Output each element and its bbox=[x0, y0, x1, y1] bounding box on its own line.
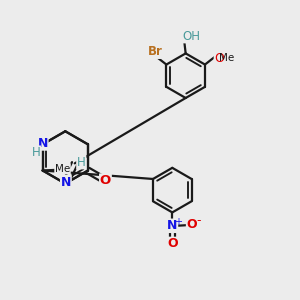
Text: Me: Me bbox=[219, 53, 234, 63]
Text: H: H bbox=[32, 146, 40, 159]
Text: -: - bbox=[196, 214, 201, 227]
Text: O: O bbox=[187, 218, 197, 231]
Text: Br: Br bbox=[148, 45, 162, 58]
Text: OH: OH bbox=[182, 30, 200, 43]
Text: Me: Me bbox=[55, 164, 70, 174]
Text: +: + bbox=[174, 217, 182, 227]
Text: N: N bbox=[167, 219, 178, 232]
Text: H: H bbox=[77, 156, 85, 169]
Text: O: O bbox=[214, 52, 224, 64]
Text: O: O bbox=[100, 174, 111, 187]
Text: O: O bbox=[167, 237, 178, 250]
Text: N: N bbox=[61, 176, 71, 189]
Text: N: N bbox=[38, 137, 48, 150]
